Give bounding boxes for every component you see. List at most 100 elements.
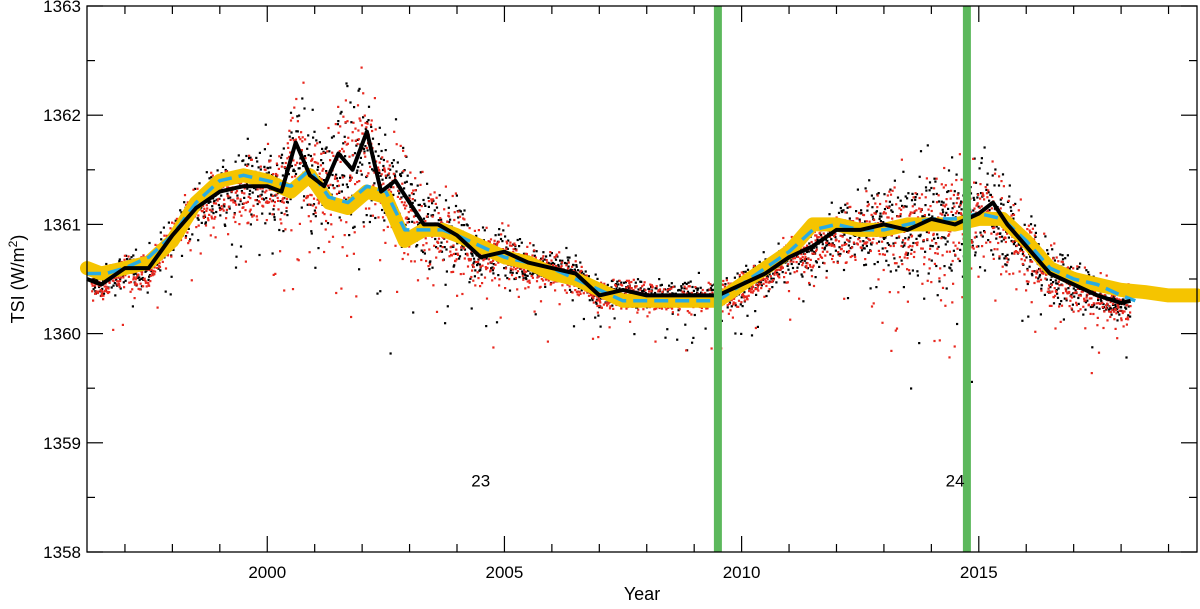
tsi-point xyxy=(306,203,309,206)
tsi-point xyxy=(424,204,427,207)
tsi-point xyxy=(758,260,761,263)
tsi-point xyxy=(342,115,345,118)
tsi-point xyxy=(777,242,780,245)
tsi-point xyxy=(325,171,328,174)
tsi-point xyxy=(829,253,832,256)
tsi-point xyxy=(303,195,306,198)
tsi-point xyxy=(432,284,435,287)
tsi-point xyxy=(1054,327,1057,330)
tsi-point xyxy=(179,209,182,212)
tsi-point xyxy=(837,240,841,243)
tsi-point xyxy=(721,283,724,286)
tsi-point xyxy=(616,280,619,283)
tsi-point xyxy=(1060,260,1063,263)
tsi-point xyxy=(493,239,496,242)
tsi-point xyxy=(112,279,115,282)
tsi-point xyxy=(950,263,953,266)
tsi-point xyxy=(300,206,303,209)
tsi-point xyxy=(605,302,608,305)
tsi-point xyxy=(1027,280,1030,283)
tsi-point xyxy=(995,233,998,236)
tsi-point xyxy=(1062,263,1065,266)
tsi-point xyxy=(595,299,598,302)
tsi-point xyxy=(744,270,747,273)
tsi-point xyxy=(851,254,854,258)
tsi-point xyxy=(985,188,988,191)
tsi-point xyxy=(142,254,145,257)
tsi-point xyxy=(573,268,576,271)
tsi-point xyxy=(1056,292,1059,295)
tsi-point xyxy=(944,184,947,187)
tsi-point xyxy=(137,287,140,290)
tsi-point xyxy=(508,244,512,247)
tsi-point xyxy=(511,268,514,271)
tsi-point xyxy=(469,277,472,280)
tsi-point xyxy=(575,265,578,268)
tsi-point xyxy=(241,202,244,205)
tsi-point xyxy=(255,156,258,159)
tsi-point xyxy=(354,127,357,130)
tsi-point xyxy=(579,271,582,274)
tsi-point xyxy=(916,243,919,247)
tsi-point xyxy=(353,231,356,234)
y-tick-label: 1358 xyxy=(43,543,81,562)
tsi-point xyxy=(938,339,941,342)
tsi-point xyxy=(397,189,400,192)
tsi-point xyxy=(535,250,538,253)
tsi-point xyxy=(124,279,127,282)
tsi-point xyxy=(381,216,385,219)
tsi-point xyxy=(943,205,947,208)
tsi-point xyxy=(599,301,602,304)
tsi-point xyxy=(431,202,434,205)
tsi-point xyxy=(413,221,416,224)
tsi-point xyxy=(1099,302,1102,305)
tsi-point xyxy=(1129,315,1132,318)
tsi-point xyxy=(445,270,448,273)
tsi-point xyxy=(1114,305,1117,308)
tsi-point xyxy=(1023,273,1026,276)
tsi-point xyxy=(1120,306,1123,309)
tsi-point xyxy=(489,269,492,272)
tsi-point xyxy=(988,199,991,202)
tsi-point xyxy=(558,303,561,306)
tsi-point xyxy=(1114,327,1117,330)
tsi-point xyxy=(629,320,632,323)
tsi-point xyxy=(764,281,768,284)
tsi-point xyxy=(842,209,845,212)
tsi-point xyxy=(1034,235,1037,238)
tsi-point xyxy=(722,279,725,283)
tsi-point xyxy=(345,143,348,146)
tsi-point xyxy=(1066,292,1069,295)
tsi-point xyxy=(769,275,772,278)
tsi-point xyxy=(858,211,861,214)
tsi-point xyxy=(765,284,768,288)
tsi-point xyxy=(942,204,945,207)
tsi-point xyxy=(956,322,959,326)
tsi-point xyxy=(218,206,221,209)
tsi-point xyxy=(945,198,948,201)
tsi-point xyxy=(306,196,309,199)
tsi-point xyxy=(1001,265,1004,268)
tsi-point xyxy=(918,175,921,178)
tsi-point xyxy=(847,239,850,242)
tsi-point xyxy=(904,195,907,198)
tsi-point xyxy=(414,214,417,217)
tsi-point xyxy=(619,283,622,286)
tsi-point xyxy=(626,286,629,289)
tsi-point xyxy=(1010,209,1013,212)
tsi-point xyxy=(977,245,980,248)
tsi-point xyxy=(522,272,525,275)
tsi-point xyxy=(671,307,674,310)
tsi-point xyxy=(204,224,208,227)
tsi-point xyxy=(383,211,386,214)
tsi-point xyxy=(1035,276,1038,279)
tsi-point xyxy=(956,197,959,200)
tsi-point xyxy=(837,251,840,254)
tsi-point xyxy=(286,157,289,160)
tsi-point xyxy=(974,254,977,257)
tsi-point xyxy=(903,244,906,247)
tsi-point xyxy=(876,194,879,197)
tsi-point xyxy=(378,126,381,129)
tsi-point xyxy=(899,215,902,218)
